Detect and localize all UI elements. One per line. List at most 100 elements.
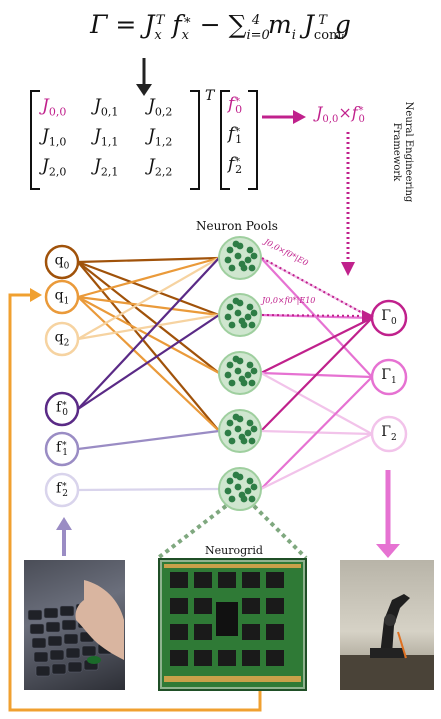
jacobian-matrix: J0,0 J0,1 J0,2 J1,0 J1,1 J1,2 J2,0 J2,1 … (30, 90, 200, 190)
vector-cell-1: f∗1 (228, 124, 243, 147)
output-node-2 (370, 415, 408, 453)
transpose-symbol: T (205, 88, 215, 104)
neuron-dot (246, 303, 254, 311)
neuron-dot (226, 303, 234, 311)
robot-joint (384, 614, 396, 626)
neuron-pool-4 (218, 467, 262, 511)
edge-input-1-pool-1 (77, 295, 220, 317)
neuron-dot (232, 413, 240, 421)
input-sub: 1 (63, 296, 70, 307)
input-sub: 2 (63, 338, 70, 349)
edge-input-1-pool-0 (77, 256, 220, 299)
down-arrow-head (136, 84, 152, 96)
output-node-0 (370, 299, 408, 337)
edge-pool-3-output-0 (260, 317, 373, 432)
input-node-label-1: q1 (45, 287, 79, 307)
matrix-left-bracket (30, 90, 40, 190)
edge-input-4-pool-3 (77, 429, 220, 451)
neuron-dot (234, 425, 242, 433)
neuron-dot (234, 252, 242, 260)
neurogrid-dotted-left (156, 504, 228, 560)
edge-input-3-pool-0 (77, 257, 220, 410)
input-name: f (55, 399, 62, 416)
neuron-dot (250, 483, 258, 491)
neuron-dot (226, 361, 234, 369)
neuron-dot (250, 309, 258, 317)
board-center-chip (216, 602, 238, 636)
edge-input-5-pool-4 (77, 487, 220, 492)
neuron-dot (250, 252, 258, 260)
input-node-label-0: q0 (45, 252, 79, 272)
edge-input-2-pool-0 (77, 257, 220, 340)
neuron-dot (248, 437, 256, 445)
neuron-dot (228, 437, 236, 445)
keyboard-up-arrow-head (56, 517, 72, 530)
board-chips (170, 572, 284, 666)
neuron-dot (244, 429, 252, 437)
neuron-dot (238, 433, 246, 441)
matrix-right-bracket (190, 90, 200, 190)
green-key (87, 656, 101, 664)
neuron-dot (228, 321, 236, 329)
output-name: Γ (381, 308, 391, 324)
robot-arm-photo (340, 560, 434, 690)
output-sub: 1 (390, 375, 397, 386)
robot-table (340, 655, 434, 690)
neuron-dot (238, 491, 246, 499)
neuron-dot (232, 355, 240, 363)
neuron-dot (246, 246, 254, 254)
input-sub: 0 (62, 408, 69, 419)
neuron-dot (226, 246, 234, 254)
neuron-dot (246, 419, 254, 427)
neuron-dot (228, 379, 236, 387)
robot-cable (397, 631, 407, 659)
neuron-dot (224, 256, 232, 264)
output-node-label-0: Γ0 (372, 308, 406, 327)
neurogrid-dotted-right (252, 504, 308, 560)
neuron-pool-1 (218, 293, 262, 337)
feedback-loop (8, 293, 262, 712)
neurogrid-board-photo (158, 558, 307, 691)
neuron-dot (248, 264, 256, 272)
matrix-cell-0-1: J0,1 (94, 96, 119, 119)
input-sup: ∗ (61, 480, 68, 490)
neuron-dot (238, 317, 246, 325)
edge-pool-2-output-0 (260, 317, 373, 374)
neuron-dot (232, 471, 240, 479)
output-node-label-2: Γ2 (372, 424, 406, 443)
neuron-dot (226, 419, 234, 427)
neuron-pools-label: Neuron Pools (196, 219, 278, 233)
matrix-cell-1-0: J1,0 (42, 126, 67, 149)
input-node-0 (44, 244, 80, 280)
output-name: Γ (381, 367, 391, 383)
neuron-dot (234, 309, 242, 317)
nef-arrow-head (341, 262, 355, 276)
neuron-dot (246, 361, 254, 369)
neuron-dot (234, 367, 242, 375)
pool1-to-gamma0-dotted (261, 257, 369, 317)
neuron-dot (250, 425, 258, 433)
neuron-dot (244, 487, 252, 495)
output-sub: 0 (390, 316, 397, 327)
edge-pool-4-output-2 (260, 433, 373, 490)
neuron-dot (248, 495, 256, 503)
edge-pool-4-output-1 (260, 376, 373, 490)
vector-cell-0: f∗0 (228, 94, 243, 117)
input-node-label-3: f∗0 (45, 399, 79, 418)
neuron-dot (244, 313, 252, 321)
matrix-cell-2-0: J2,0 (42, 156, 67, 179)
matrix-cell-2-2: J2,2 (148, 156, 173, 179)
neuron-dot (228, 495, 236, 503)
force-vector: f∗0 f∗1 f∗2 (220, 90, 258, 190)
edge-input-0-pool-2 (77, 261, 220, 374)
neuron-dot (248, 321, 256, 329)
input-node-label-2: q2 (45, 329, 79, 349)
input-name: f (55, 480, 62, 497)
neuron-dot (238, 375, 246, 383)
matrix-cell-1-2: J1,2 (148, 126, 173, 149)
hand-shape (75, 580, 124, 660)
neuron-pool-2 (218, 351, 262, 395)
output-nodes (370, 299, 408, 453)
edge-pool-1-output-0 (260, 313, 373, 320)
